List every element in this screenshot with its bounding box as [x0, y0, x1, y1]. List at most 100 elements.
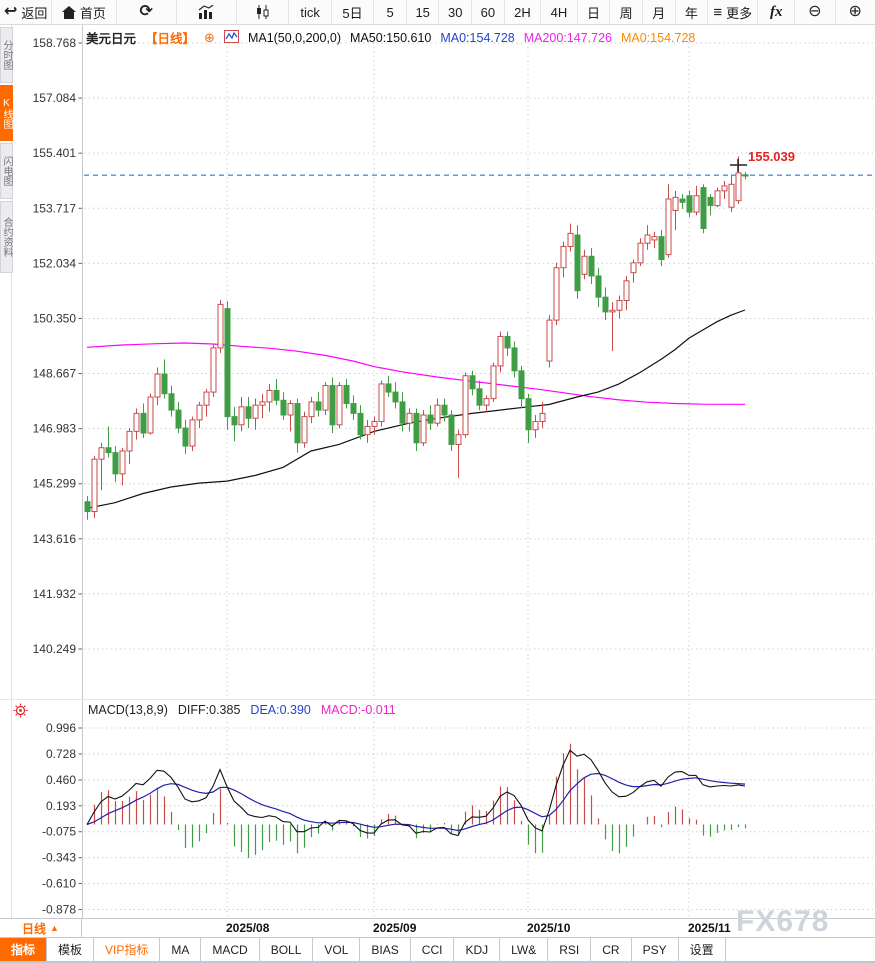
chart-type-tab-4[interactable]: 合约资料: [0, 201, 13, 273]
zoom-in-button[interactable]: ⊕: [836, 0, 875, 24]
macd-legend: MACD(13,8,9) DIFF:0.385 DEA:0.390 MACD:-…: [88, 703, 396, 717]
mini-chart-icon[interactable]: [223, 29, 239, 46]
interval-day-button[interactable]: 日: [578, 0, 611, 24]
svg-text:-0.075: -0.075: [42, 825, 76, 839]
toolbar-item-label: 更多: [726, 5, 753, 21]
indicator-tab-CCI[interactable]: CCI: [411, 938, 455, 961]
candlestick-view-button[interactable]: [237, 0, 290, 24]
svg-text:-0.878: -0.878: [42, 903, 76, 917]
indicator-tab-bar: 指标 模板 VIP指标 MA MACD BOLL VOL BIAS CCI KDJ LW& RSI CR…: [0, 938, 875, 963]
back-arrow-icon: ↩: [3, 3, 18, 20]
svg-text:150.350: 150.350: [33, 311, 77, 325]
bar-chart-icon: [198, 5, 214, 19]
svg-text:145.299: 145.299: [33, 477, 77, 491]
x-axis-month-label: 2025/11: [688, 921, 731, 935]
ma50-value: MA50:150.610: [350, 30, 432, 45]
toolbar-item-label: 15: [415, 4, 430, 20]
indicator-tab-CR[interactable]: CR: [591, 938, 632, 961]
interval-60m-button[interactable]: 60: [472, 0, 505, 24]
toolbar-item-label: 5日: [342, 5, 363, 21]
svg-text:0.460: 0.460: [46, 773, 76, 787]
svg-text:0.996: 0.996: [46, 721, 76, 735]
svg-text:0.728: 0.728: [46, 747, 76, 761]
indicator-tab-PSY[interactable]: PSY: [632, 938, 679, 961]
macd-dea-value: DEA:0.390: [250, 703, 311, 717]
toolbar-item-label: 60: [480, 4, 496, 20]
home-button[interactable]: 首页: [52, 0, 117, 24]
home-icon: [61, 5, 76, 19]
chart-legend: 美元日元 【日线】 ⊕ MA1(50,0,200,0) MA50:150.610…: [86, 28, 695, 47]
symbol-name: 美元日元: [86, 32, 137, 46]
toolbar-item-label: 日: [587, 5, 601, 21]
bar-chart-view-button[interactable]: [177, 0, 237, 24]
svg-text:146.983: 146.983: [33, 422, 77, 436]
zoom-out-button[interactable]: ⊖: [795, 0, 836, 24]
indicator-tab-设置[interactable]: 设置: [679, 938, 726, 961]
indicator-tab-BOLL[interactable]: BOLL: [260, 938, 314, 961]
svg-text:148.667: 148.667: [33, 367, 77, 381]
svg-text:157.084: 157.084: [33, 91, 77, 105]
indicator-tab-VIP指标[interactable]: VIP指标: [94, 938, 161, 961]
indicator-tab-模板[interactable]: 模板: [47, 938, 95, 961]
indicator-fx-button[interactable]: fx: [758, 0, 796, 24]
interval-5m-button[interactable]: 5: [374, 0, 407, 24]
toolbar-item-label: 月: [652, 5, 666, 21]
toolbar-item-label: fx: [770, 3, 783, 20]
interval-15m-button[interactable]: 15: [407, 0, 440, 24]
indicator-tab-KDJ[interactable]: KDJ: [454, 938, 501, 961]
timeframe-selector[interactable]: 日线 ▲: [0, 919, 82, 937]
macd-value: MACD:-0.011: [320, 703, 396, 717]
ma200-value: MA200:147.726: [523, 30, 612, 45]
zoom-out-icon: ⊖: [808, 3, 822, 20]
back-button[interactable]: ↩ 返回: [0, 0, 53, 24]
interval-week-button[interactable]: 周: [610, 0, 643, 24]
interval-2h-button[interactable]: 2H: [505, 0, 542, 24]
svg-text:158.768: 158.768: [33, 36, 77, 50]
chart-type-tab-1[interactable]: 分时图: [0, 27, 13, 83]
toolbar-item-label: 30: [448, 4, 463, 20]
svg-text:140.249: 140.249: [33, 642, 77, 656]
svg-text:153.717: 153.717: [33, 201, 77, 215]
triangle-up-icon: ▲: [50, 923, 59, 933]
indicator-tab-LW&[interactable]: LW&: [500, 938, 549, 961]
indicator-tab-VOL[interactable]: VOL: [313, 938, 361, 961]
add-symbol-icon[interactable]: ⊕: [204, 29, 215, 45]
candlestick-icon: [255, 5, 270, 19]
indicator-tab-BIAS[interactable]: BIAS: [360, 938, 411, 961]
more-button[interactable]: ≡ 更多: [708, 0, 759, 24]
x-axis-month-label: 2025/10: [527, 921, 571, 935]
indicator-tab-MACD[interactable]: MACD: [201, 938, 260, 961]
candlestick-chart[interactable]: 158.768 157.084 155.401 153.717 152.034 150.3…: [0, 25, 875, 918]
timeframe-label: 日线: [22, 921, 47, 936]
x-axis-row: 日线 ▲ 2025/08 2025/09 2025/10 2025/11: [0, 918, 875, 938]
toolbar-item-label: 周: [619, 5, 633, 21]
svg-text:-0.343: -0.343: [42, 851, 76, 865]
timeframe-tag: 【日线】: [145, 32, 196, 46]
x-axis-month-label: 2025/09: [373, 921, 417, 935]
interval-4h-button[interactable]: 4H: [541, 0, 578, 24]
interval-month-button[interactable]: 月: [643, 0, 676, 24]
macd-diff-value: DIFF:0.385: [177, 703, 241, 717]
chart-type-tab-3[interactable]: 闪电图: [0, 143, 13, 199]
ma0-orange-value: MA0:154.728: [620, 30, 696, 45]
macd-params: MACD(13,8,9): [88, 703, 168, 717]
macd-settings-icon[interactable]: [13, 703, 28, 723]
toolbar-item-label: 年: [684, 5, 698, 21]
svg-text:0.193: 0.193: [46, 799, 76, 813]
toolbar-item-label: tick: [300, 4, 320, 20]
top-toolbar: ↩ 返回 首页 ⟳ tick 5日 5 15 30 60 2H 4H 日 周 月 年 ≡ 更多 fx ⊖ ⊕: [0, 0, 875, 25]
refresh-icon: ⟳: [139, 3, 153, 20]
interval-year-button[interactable]: 年: [676, 0, 709, 24]
indicator-tab-MA[interactable]: MA: [160, 938, 202, 961]
chart-type-tab-2[interactable]: K线图: [0, 85, 13, 141]
chart-type-tabs: 分时图 K线图闪电图合约资料: [0, 27, 13, 273]
refresh-button[interactable]: ⟳: [117, 0, 177, 24]
indicator-tab-RSI[interactable]: RSI: [548, 938, 592, 961]
interval-30m-button[interactable]: 30: [439, 0, 473, 24]
svg-text:-0.610: -0.610: [42, 877, 76, 891]
indicator-tab-指标[interactable]: 指标: [0, 938, 48, 961]
toolbar-item-label: 4H: [550, 4, 568, 20]
interval-5d-button[interactable]: 5日: [332, 0, 375, 24]
interval-tick-button[interactable]: tick: [289, 0, 332, 24]
